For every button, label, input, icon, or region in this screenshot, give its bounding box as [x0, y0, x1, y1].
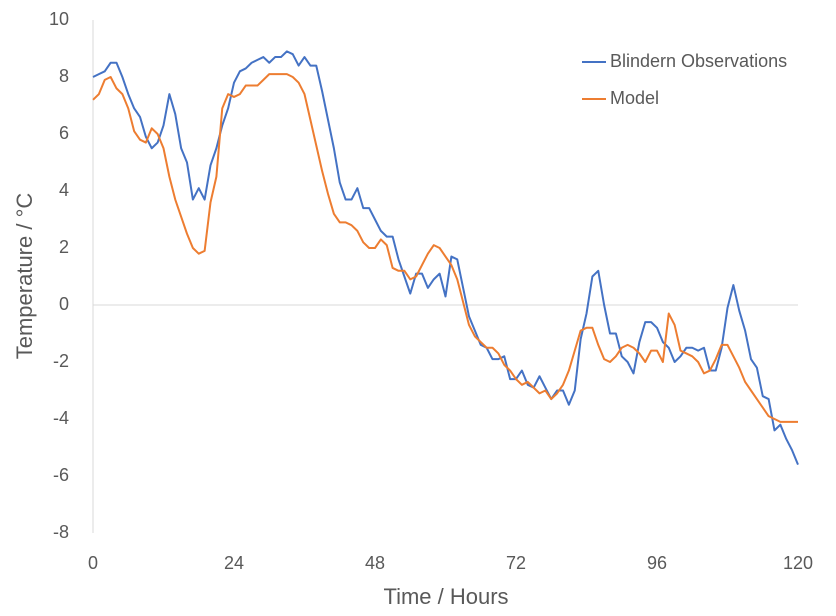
legend-label: Blindern Observations: [610, 51, 787, 71]
y-tick-label: 8: [59, 66, 69, 86]
x-axis-title: Time / Hours: [383, 584, 508, 609]
legend-label: Model: [610, 88, 659, 108]
y-tick-label: 10: [49, 9, 69, 29]
y-tick-label: -2: [53, 351, 69, 371]
x-tick-label: 0: [88, 553, 98, 573]
y-axis-title: Temperature / °C: [12, 193, 37, 360]
x-tick-label: 72: [506, 553, 526, 573]
x-tick-label: 24: [224, 553, 244, 573]
y-tick-label: 0: [59, 294, 69, 314]
y-tick-label: -4: [53, 408, 69, 428]
y-tick-label: -8: [53, 522, 69, 542]
x-tick-label: 120: [783, 553, 813, 573]
x-tick-label: 48: [365, 553, 385, 573]
y-tick-label: 6: [59, 123, 69, 143]
x-tick-label: 96: [647, 553, 667, 573]
y-tick-label: 4: [59, 180, 69, 200]
y-tick-label: -6: [53, 465, 69, 485]
series-line: [92, 73, 798, 423]
series-line: [92, 50, 799, 465]
y-tick-label: 2: [59, 237, 69, 257]
